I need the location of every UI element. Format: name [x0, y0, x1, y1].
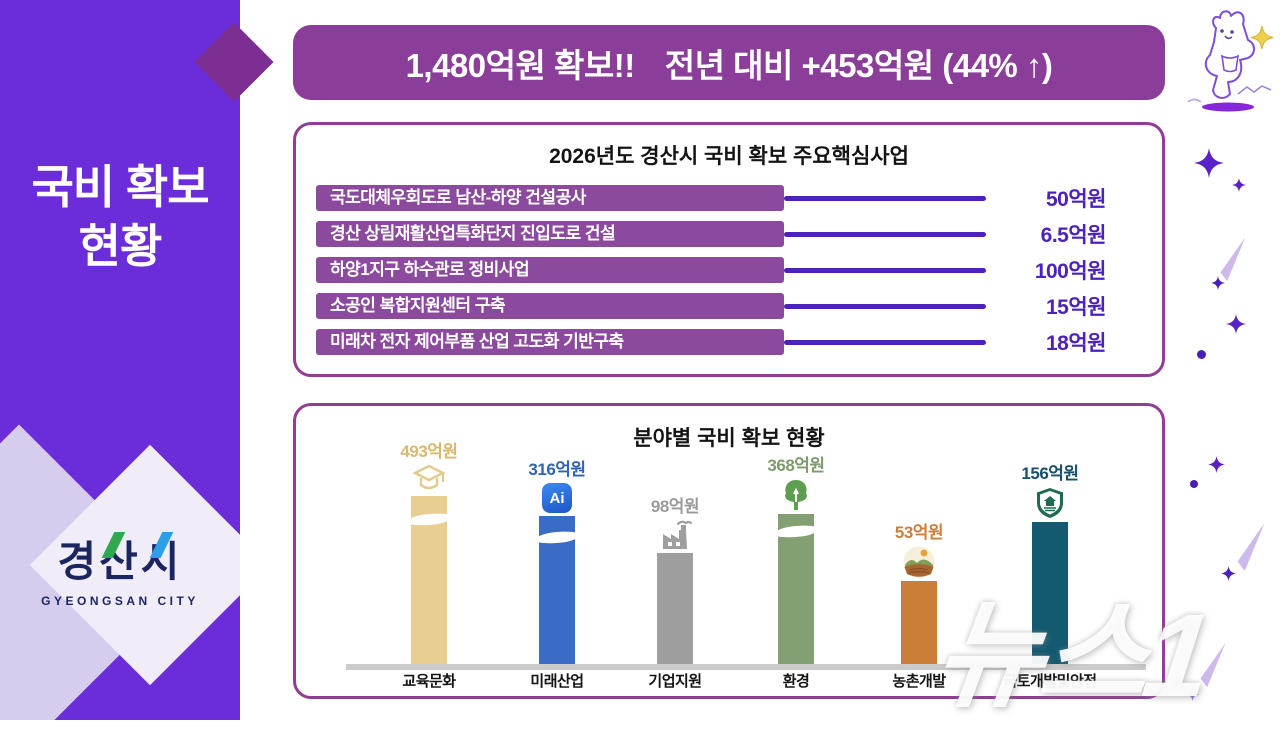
category-label: 교육문화: [402, 673, 456, 690]
project-row: 하양1지구 하수관로 정비사업 100억원: [316, 257, 1107, 283]
shield-house-icon: [1035, 487, 1065, 519]
connector-line: [784, 195, 986, 201]
page-title-line1: 국비 확보: [31, 161, 209, 213]
project-row: 경산 상림재활산업특화단지 진입도로 건설 6.5억원: [316, 221, 1107, 247]
sparkle-icon: [1211, 276, 1225, 290]
project-name-bar: 국도대체우회도로 남산-하양 건설공사: [316, 185, 784, 211]
logo-korean-text: 경산시: [58, 528, 183, 589]
chart-column: 53억원: [854, 518, 984, 664]
ai-icon-text: Ai: [549, 489, 565, 507]
project-amount: 6.5억원: [1040, 224, 1107, 247]
connector-line: [784, 339, 986, 345]
sparkle-icon: [1232, 178, 1246, 192]
chart-title: 분야별 국비 확보 현황: [633, 427, 825, 450]
sidebar: 국비 확보 현황 경산시 GYEONGSAN CITY: [0, 0, 240, 720]
headline-banner: 1,480억원 확보!! 전년 대비 +453억원 (44% ↑): [293, 25, 1165, 100]
bar-break-wave: [534, 529, 580, 546]
key-projects-rows: 국도대체우회도로 남산-하양 건설공사 50억원 경산 상림재활산업특화단지 진…: [296, 185, 1162, 355]
category-label: 환경: [782, 673, 810, 690]
chart-bar: [773, 514, 819, 664]
dot-decoration: [1190, 480, 1198, 488]
sparkle-icon: [1226, 314, 1246, 334]
shooting-star-streak-icon: [1200, 642, 1226, 688]
dot-decoration: [1197, 350, 1206, 359]
factory-icon: [658, 520, 692, 550]
sector-chart-panel: 분야별 국비 확보 현황 493억원 316억원 Ai 98억원: [293, 403, 1165, 699]
gyeongsan-city-logo: 경산시 GYEONGSAN CITY: [0, 528, 240, 608]
project-name-bar: 경산 상림재활산업특화단지 진입도로 건설: [316, 221, 784, 247]
project-amount: 18억원: [1046, 332, 1107, 355]
chart-bar: [901, 581, 937, 664]
sparkle-icon: [1208, 456, 1225, 473]
news1-watermark: 뉴스1: [927, 590, 1215, 722]
project-amount: 100억원: [1034, 260, 1107, 283]
bar-value-label: 368억원: [767, 456, 825, 475]
chart-baseline: [346, 664, 1146, 670]
connector-line: [784, 231, 986, 237]
chart-column: 98억원: [610, 492, 740, 664]
chart-column: 316억원 Ai: [492, 455, 622, 664]
project-name-bar: 소공인 복합지원센터 구축: [316, 293, 784, 319]
chart-bar: [534, 516, 580, 664]
page-title: 국비 확보 현황: [0, 158, 240, 276]
bar-value-label: 156억원: [1021, 464, 1079, 483]
bar-break-wave: [773, 523, 819, 540]
chart-bar: [657, 553, 693, 664]
sparkle-icon: [1186, 688, 1199, 701]
project-amount: 50억원: [1046, 188, 1107, 211]
category-label: 농촌개발: [892, 673, 946, 690]
page-title-line2: 현황: [78, 219, 163, 272]
bar-value-label: 316억원: [528, 460, 586, 479]
shooting-star-streak-icon: [1237, 523, 1265, 571]
logo-english-text: GYEONGSAN CITY: [41, 594, 199, 608]
chart-column: 368억원: [731, 451, 861, 664]
project-amount: 15억원: [1046, 296, 1107, 319]
mascot-character-icon: [1187, 10, 1274, 112]
project-row: 미래차 전자 제어부품 산업 고도화 기반구축 18억원: [316, 329, 1107, 355]
chart-bar: [1032, 522, 1068, 664]
farm-icon: [903, 546, 935, 578]
category-label: 미래산업: [530, 673, 584, 690]
chart-column: 493억원: [364, 437, 494, 664]
project-row: 소공인 복합지원센터 구축 15억원: [316, 293, 1107, 319]
graduation-book-icon: [412, 465, 446, 493]
category-label: 국토개발및안전: [1003, 673, 1097, 690]
connector-line: [784, 267, 986, 273]
key-projects-title: 2026년도 경산시 국비 확보 주요핵심사업: [549, 145, 909, 168]
project-name-bar: 하양1지구 하수관로 정비사업: [316, 257, 784, 283]
project-row: 국도대체우회도로 남산-하양 건설공사 50억원: [316, 185, 1107, 211]
sparkle-icon: [1194, 148, 1224, 178]
tree-icon: [781, 479, 811, 511]
project-name-bar: 미래차 전자 제어부품 산업 고도화 기반구축: [316, 329, 784, 355]
connector-line: [784, 303, 986, 309]
key-projects-panel: 2026년도 경산시 국비 확보 주요핵심사업 국도대체우회도로 남산-하양 건…: [293, 122, 1165, 377]
bar-value-label: 98억원: [650, 497, 700, 516]
bar-value-label: 493억원: [400, 442, 458, 461]
banner-yoy-comparison: 전년 대비 +453억원 (44% ↑): [664, 46, 1053, 84]
category-label: 기업지원: [648, 673, 702, 690]
shooting-star-streak-icon: [1220, 236, 1246, 282]
banner-secured-amount: 1,480억원 확보!!: [405, 46, 636, 84]
bar-break-wave: [406, 511, 452, 528]
sparkle-icon: [1221, 566, 1236, 581]
bar-value-label: 53억원: [894, 523, 944, 542]
chart-bar: [406, 496, 452, 664]
chart-column: 156억원: [985, 459, 1115, 664]
ai-chip-icon: Ai: [542, 483, 572, 513]
